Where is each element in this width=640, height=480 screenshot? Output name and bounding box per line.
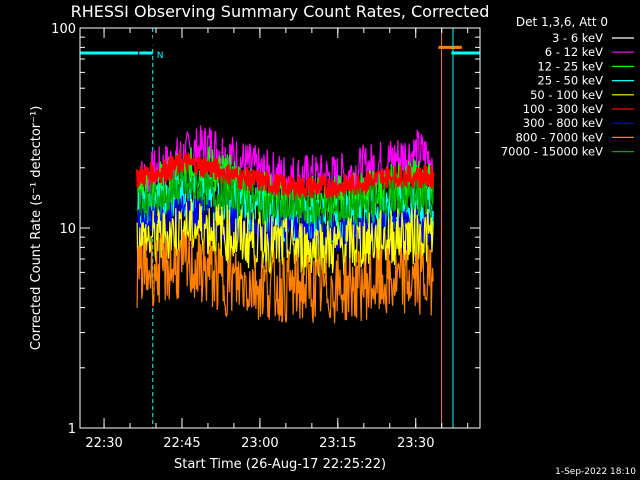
y-tick-label: 10 bbox=[59, 222, 76, 237]
legend-label-6-12-kev: 6 - 12 keV bbox=[545, 45, 603, 59]
legend-label-800-7000-kev: 800 - 7000 keV bbox=[515, 130, 603, 144]
legend-label-100-300-kev: 100 - 300 keV bbox=[523, 102, 603, 116]
y-axis-label: Corrected Count Rate (s⁻¹ detector⁻¹) bbox=[29, 106, 44, 351]
flag-label: N bbox=[157, 51, 164, 61]
series-3-6-kev bbox=[136, 28, 436, 157]
x-axis-label: Start Time (26-Aug-17 22:25:22) bbox=[174, 457, 386, 472]
x-tick-label: 23:00 bbox=[241, 436, 278, 451]
footer-timestamp: 1-Sep-2022 18:10 bbox=[555, 467, 636, 477]
series-800-7000-kev bbox=[136, 229, 434, 324]
y-tick-label: 1 bbox=[68, 422, 76, 437]
legend-label-25-50-kev: 25 - 50 keV bbox=[537, 74, 603, 88]
legend-title: Det 1,3,6, Att 0 bbox=[516, 15, 608, 29]
legend-label-12-25-kev: 12 - 25 keV bbox=[537, 59, 603, 73]
y-tick-label: 100 bbox=[51, 22, 76, 37]
series-50-100-kev bbox=[136, 198, 434, 280]
axes: 1 10 100 22:30 22:45 23:00 23:15 23:30 bbox=[51, 22, 480, 451]
plot-area: N bbox=[80, 28, 480, 428]
legend-label-7000-15000-kev: 7000 - 15000 keV bbox=[501, 145, 603, 159]
legend-label-50-100-kev: 50 - 100 keV bbox=[530, 88, 603, 102]
x-tick-label: 23:30 bbox=[397, 436, 434, 451]
x-tick-label: 23:15 bbox=[319, 436, 356, 451]
legend-label-3-6-kev: 3 - 6 keV bbox=[552, 31, 603, 45]
series-7000-15000-kev bbox=[136, 169, 434, 232]
legend-label-300-800-kev: 300 - 800 keV bbox=[523, 116, 603, 130]
x-tick-label: 22:45 bbox=[163, 436, 200, 451]
chart-title: RHESSI Observing Summary Count Rates, Co… bbox=[71, 2, 490, 21]
x-tick-label: 22:30 bbox=[85, 436, 122, 451]
